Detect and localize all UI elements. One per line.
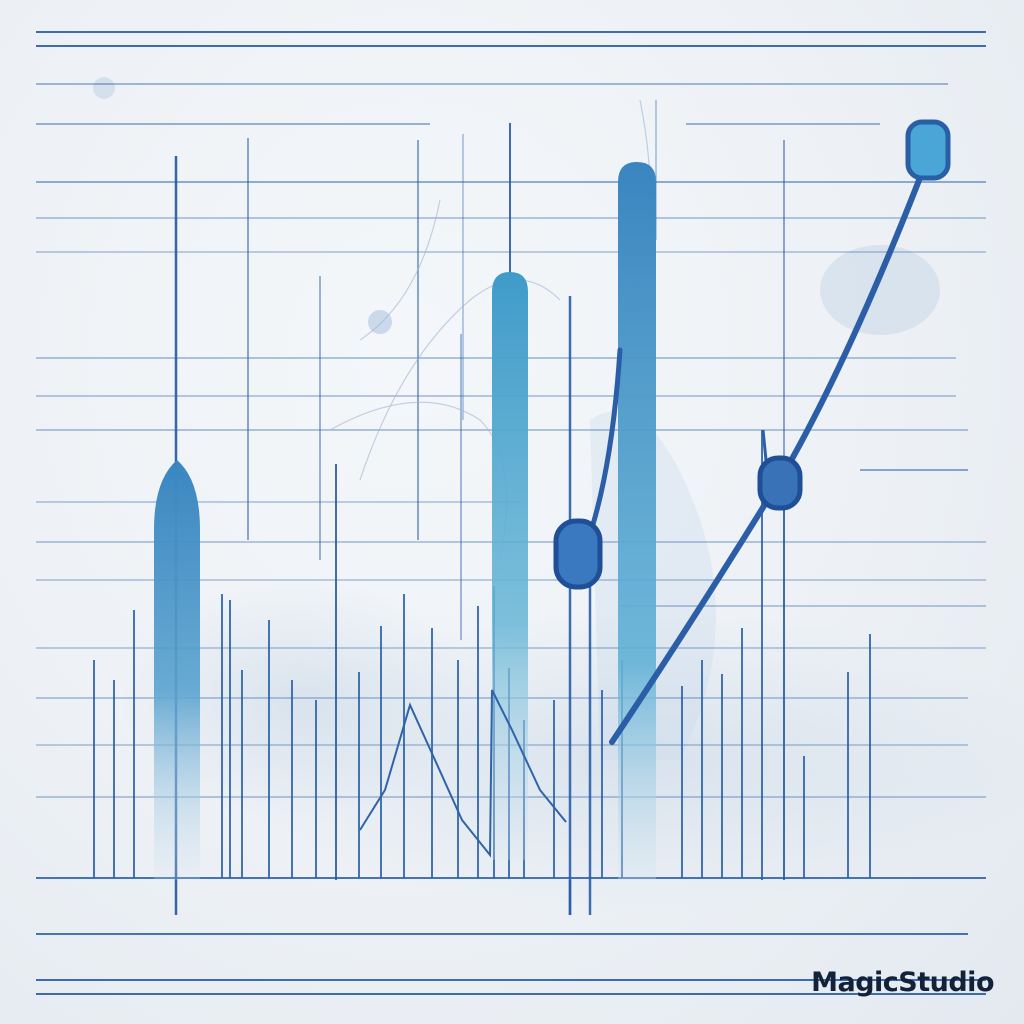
marker-low [553,518,603,590]
tall-vertical-lines [174,100,785,915]
trend-line-secondary [585,347,623,543]
zigzag-line [359,689,567,858]
background-fog [93,77,1024,910]
bar-right [618,162,656,880]
watermark-logo: MagicStudio [811,967,994,998]
marker-top [905,119,951,181]
trend-line-group [553,119,951,745]
marker-mid [757,455,803,511]
bar-left [154,460,200,880]
gradient-bars [154,162,656,880]
bar-middle [492,272,528,860]
